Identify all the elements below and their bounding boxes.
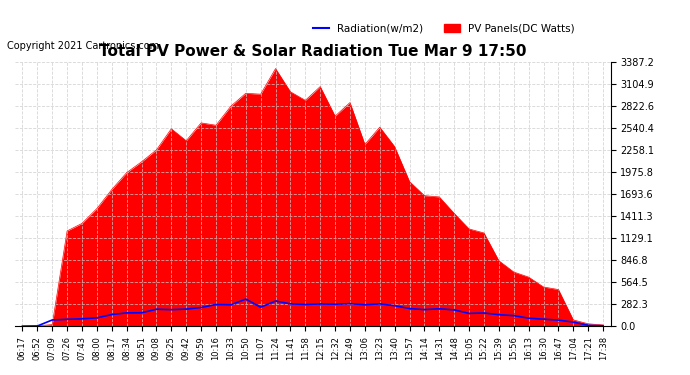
Legend: Radiation(w/m2), PV Panels(DC Watts): Radiation(w/m2), PV Panels(DC Watts) <box>309 20 579 38</box>
Title: Total PV Power & Solar Radiation Tue Mar 9 17:50: Total PV Power & Solar Radiation Tue Mar… <box>99 44 526 59</box>
Text: Copyright 2021 Cartronics.com: Copyright 2021 Cartronics.com <box>7 41 159 51</box>
